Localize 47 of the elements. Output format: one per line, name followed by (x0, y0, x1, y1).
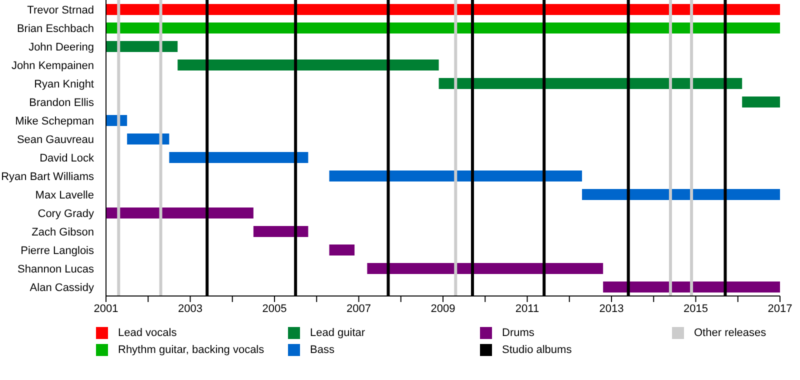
y-tick-label: Alan Cassidy (30, 282, 94, 294)
bar (253, 226, 308, 237)
x-tick-label: 2003 (178, 302, 202, 315)
y-tick-label: Pierre Langlois (20, 244, 94, 257)
y-tick-label: Trevor Strnad (27, 4, 94, 16)
bar (438, 78, 742, 89)
x-tick-label: 2013 (599, 302, 624, 315)
bar (106, 22, 780, 34)
bar (582, 189, 780, 200)
x-tick-label: 2001 (94, 302, 118, 315)
legend-label: Rhythm guitar, backing vocals (118, 344, 264, 356)
y-tick-label: Cory Grady (38, 208, 94, 220)
bar (127, 134, 170, 144)
y-tick-label: John Kempainen (11, 60, 94, 72)
y-tick-label: Mike Schepman (15, 115, 94, 128)
bar (329, 170, 582, 182)
y-tick-label: David Lock (40, 152, 94, 164)
x-tick-label: 2015 (684, 302, 708, 315)
y-tick-label: Ryan Knight (34, 78, 94, 90)
legend-label: Lead guitar (310, 326, 366, 338)
y-tick-label: Brandon Ellis (29, 96, 94, 109)
bar (178, 60, 439, 70)
legend-label: Lead vocals (118, 326, 177, 338)
bar (329, 244, 355, 256)
x-tick-label: 2017 (768, 302, 792, 315)
legend-label: Drums (502, 326, 534, 338)
legend-label: Other releases (694, 326, 766, 338)
y-tick-label: Max Lavelle (35, 189, 94, 202)
x-tick-label: 2009 (430, 302, 456, 315)
x-tick-label: 2005 (262, 302, 287, 315)
bar (106, 4, 780, 15)
y-tick-label: Sean Gauvreau (16, 134, 94, 146)
bar (106, 208, 254, 218)
y-tick-label: Ryan Bart Williams (1, 170, 94, 183)
y-tick-label: Zach Gibson (32, 226, 94, 238)
x-tick-label: 2007 (346, 302, 371, 315)
x-tick-label: 2011 (515, 302, 540, 315)
y-tick-label: Brian Eschbach (16, 22, 94, 35)
y-tick-label: John Deering (28, 41, 94, 54)
legend-label: Bass (310, 344, 334, 356)
legend-label: Studio albums (502, 344, 572, 356)
bar (367, 263, 604, 274)
bar (106, 41, 178, 52)
y-tick-label: Shannon Lucas (18, 263, 94, 276)
bar (742, 96, 780, 108)
bar (603, 282, 780, 292)
bar (169, 152, 308, 163)
